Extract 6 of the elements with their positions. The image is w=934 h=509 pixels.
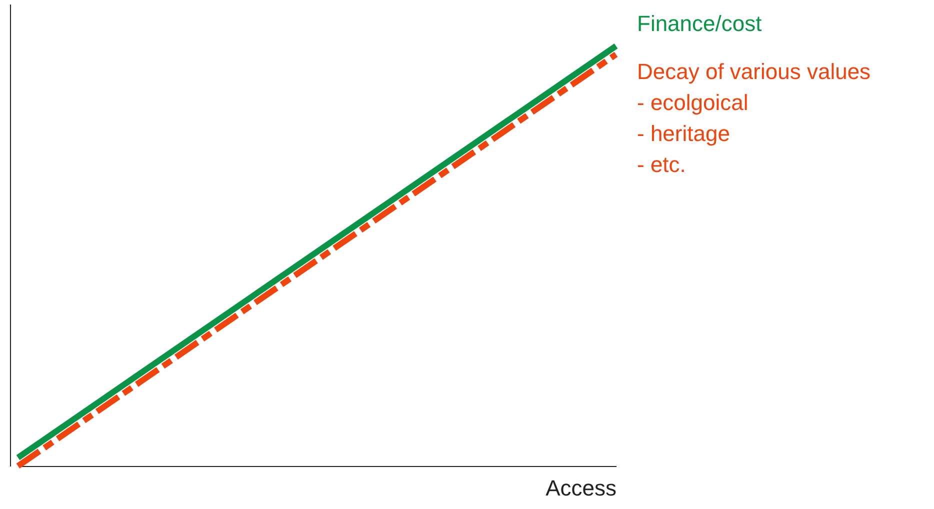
x-axis-title: Access [546,476,616,500]
annotation: - ecolgoical [637,90,748,115]
annotation: - etc. [637,152,686,177]
annotation: - heritage [637,121,730,146]
series-label: Decay of various values [637,59,871,84]
series-label: Finance/cost [637,11,762,36]
